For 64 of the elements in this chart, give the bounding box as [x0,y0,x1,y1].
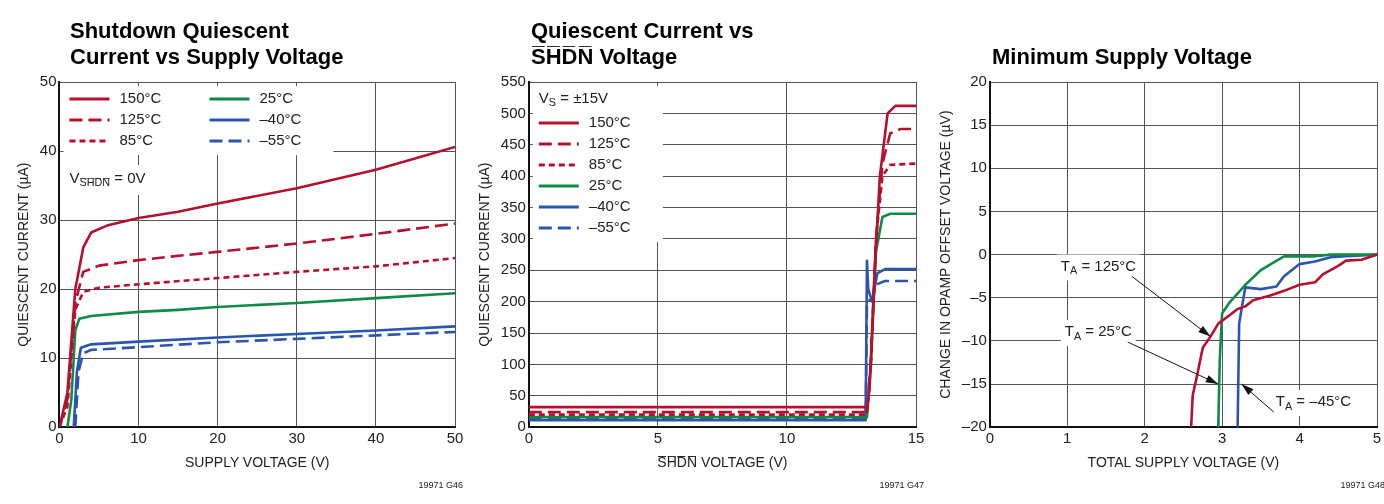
text: 19971 G48 [1339,480,1384,490]
chart-title: Shutdown Quiescent Current vs Supply Voltage [69,17,345,70]
y-tick-label: 30 [39,210,57,228]
legend-label: 125°C [119,110,162,128]
x-tick-label: 5 [653,429,663,447]
legend-label: 150°C [588,113,631,131]
y-tick-label: –5 [970,287,987,305]
x-tick-label: 1 [1063,429,1072,447]
y-axis-title: QUIESCENT CURRENT (µA) [15,162,32,347]
x-tick-label: 2 [1140,429,1149,447]
x-tick-label: 10 [778,429,796,447]
legend-label: 150°C [119,89,162,107]
x-tick-label: 5 [1372,429,1382,447]
x-axis-title: SUPPLY VOLTAGE (V) [185,454,330,471]
x-tick-label: 20 [209,429,227,447]
x-tick-label: 15 [907,429,925,447]
y-tick-label: 10 [39,348,57,366]
legend-label: 85°C [588,155,623,173]
y-tick-label: –20 [961,417,987,435]
x-tick-label: 4 [1295,429,1304,447]
y-tick-label: 350 [500,197,526,215]
y-tick-label: 20 [970,72,987,90]
legend-label: 85°C [119,131,154,149]
y-tick-label: 200 [500,291,526,309]
y-axis-title: QUIESCENT CURRENT (µA) [476,162,493,347]
x-tick-label: 10 [130,429,147,447]
y-tick-label: 40 [39,141,57,159]
y-tick-label: 300 [500,229,526,247]
y-tick-label: 400 [500,166,526,184]
chart-title: Minimum Supply Voltage [991,43,1253,70]
x-axis-title: S̅H̅D̅N̅ VOLTAGE (V) [657,454,788,471]
legend-label: –55°C [259,131,302,149]
legend-label: –40°C [259,110,302,128]
y-tick-label: 0 [978,244,987,262]
y-tick-label: 150 [500,323,526,341]
y-tick-label: 0 [517,417,526,435]
y-tick-label: 50 [509,385,526,403]
text: 19971 G46 [417,480,464,490]
y-tick-label: 550 [500,72,526,90]
y-tick-label: 250 [500,260,526,278]
legend-label: –55°C [588,218,631,236]
legend-label: 25°C [259,89,294,107]
y-tick-label: 5 [978,201,987,219]
legend-label: –40°C [588,197,631,215]
y-tick-label: 20 [39,279,57,297]
y-tick-label: 0 [48,417,57,435]
y-tick-label: –15 [961,374,987,392]
y-tick-label: 10 [970,158,987,176]
y-tick-label: 100 [500,354,526,372]
x-tick-label: 3 [1217,429,1227,447]
text: 19971 G47 [878,480,925,490]
x-tick-label: 40 [367,429,385,447]
x-axis-title: TOTAL SUPPLY VOLTAGE (V) [1087,454,1280,471]
y-tick-label: 50 [39,72,57,90]
legend-label: 125°C [588,134,631,152]
y-axis-title: CHANGE IN OPAMP OFFSET VOLTAGE (µV) [937,110,954,399]
x-tick-label: 50 [446,429,464,447]
y-tick-label: 450 [500,134,526,152]
chart-title: Quiescent Current vs S̅H̅D̅N̅ Voltage [530,17,755,70]
y-tick-label: 500 [500,103,526,121]
x-tick-label: 30 [288,429,306,447]
y-tick-label: –10 [961,331,987,349]
legend-label: 25°C [588,176,623,194]
y-tick-label: 15 [970,115,987,133]
